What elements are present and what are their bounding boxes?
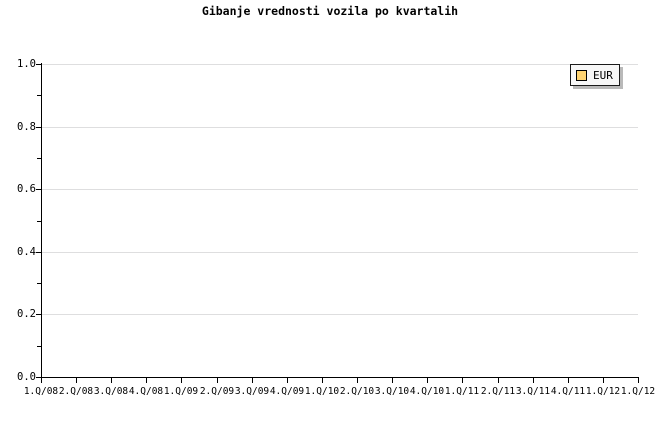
x-axis-label: 1.Q/10 bbox=[304, 386, 340, 397]
x-axis-label: 4.Q/11 bbox=[550, 386, 586, 397]
x-axis-tick bbox=[181, 378, 182, 383]
x-axis-tick bbox=[322, 378, 323, 383]
x-axis-tick bbox=[603, 378, 604, 383]
x-axis-tick bbox=[41, 378, 42, 383]
x-axis-label: 1.Q/08 bbox=[23, 386, 59, 397]
x-axis-tick bbox=[568, 378, 569, 383]
x-axis-label: 1.Q/12 bbox=[620, 386, 656, 397]
x-axis-tick bbox=[252, 378, 253, 383]
plot-area bbox=[41, 64, 638, 377]
x-axis-tick bbox=[533, 378, 534, 383]
x-axis-label: 4.Q/08 bbox=[128, 386, 164, 397]
legend-swatch-eur bbox=[576, 69, 587, 81]
x-axis-tick bbox=[217, 378, 218, 383]
y-axis-label: 0.8 bbox=[17, 120, 36, 133]
x-axis-tick bbox=[427, 378, 428, 383]
y-axis-tick-major bbox=[36, 189, 41, 191]
y-axis-tick-major bbox=[36, 314, 41, 316]
x-axis-label: 2.Q/10 bbox=[339, 386, 375, 397]
x-axis-label: 4.Q/09 bbox=[269, 386, 305, 397]
chart-legend[interactable]: EUR bbox=[570, 64, 620, 86]
y-axis-tick-major bbox=[36, 251, 41, 253]
x-axis-label: 1.Q/09 bbox=[163, 386, 199, 397]
y-axis-tick-minor bbox=[37, 157, 41, 159]
x-axis-line bbox=[41, 377, 639, 378]
x-axis-tick bbox=[287, 378, 288, 383]
y-axis-line bbox=[41, 63, 42, 378]
y-axis-tick-major bbox=[36, 126, 41, 128]
x-axis-label: 3.Q/11 bbox=[515, 386, 551, 397]
x-axis-tick bbox=[111, 378, 112, 383]
y-axis-labels: 0.0 0.2 0.4 0.6 0.8 1.0 bbox=[0, 0, 36, 440]
gridline bbox=[41, 64, 638, 65]
x-axis-tick bbox=[392, 378, 393, 383]
x-axis-tick bbox=[638, 378, 639, 383]
x-axis-tick bbox=[462, 378, 463, 383]
gridline bbox=[41, 251, 638, 253]
y-axis-tick-minor bbox=[37, 95, 41, 97]
legend-label-eur: EUR bbox=[593, 68, 613, 82]
x-axis-tick bbox=[146, 378, 147, 383]
x-axis-label: 1.Q/11 bbox=[444, 386, 480, 397]
gridline bbox=[41, 189, 638, 191]
x-axis-label: 2.Q/08 bbox=[58, 386, 94, 397]
x-axis-tick bbox=[357, 378, 358, 383]
y-axis-tick-minor bbox=[37, 345, 41, 347]
x-axis-label: 4.Q/10 bbox=[409, 386, 445, 397]
x-axis-label: 3.Q/08 bbox=[93, 386, 129, 397]
y-axis-tick-minor bbox=[37, 283, 41, 285]
y-axis-label: 0.0 bbox=[17, 371, 36, 383]
gridline bbox=[41, 126, 638, 128]
y-axis-label: 0.4 bbox=[17, 245, 36, 258]
x-axis-label: 1.Q/12 bbox=[585, 386, 621, 397]
chart-title: Gibanje vrednosti vozila po kvartalih bbox=[201, 4, 459, 18]
y-axis-label: 0.6 bbox=[17, 183, 36, 196]
x-axis-tick bbox=[76, 378, 77, 383]
x-axis-label: 2.Q/09 bbox=[199, 386, 235, 397]
x-axis-label: 3.Q/10 bbox=[374, 386, 410, 397]
x-axis-label: 3.Q/09 bbox=[234, 386, 270, 397]
y-axis-label: 0.2 bbox=[17, 308, 36, 321]
y-axis-tick-major bbox=[36, 377, 41, 378]
y-axis-tick-minor bbox=[37, 220, 41, 222]
y-axis-label: 1.0 bbox=[17, 58, 36, 70]
gridline bbox=[41, 314, 638, 316]
x-axis-tick bbox=[498, 378, 499, 383]
x-axis-label: 2.Q/11 bbox=[480, 386, 516, 397]
y-axis-tick-major bbox=[36, 64, 41, 65]
